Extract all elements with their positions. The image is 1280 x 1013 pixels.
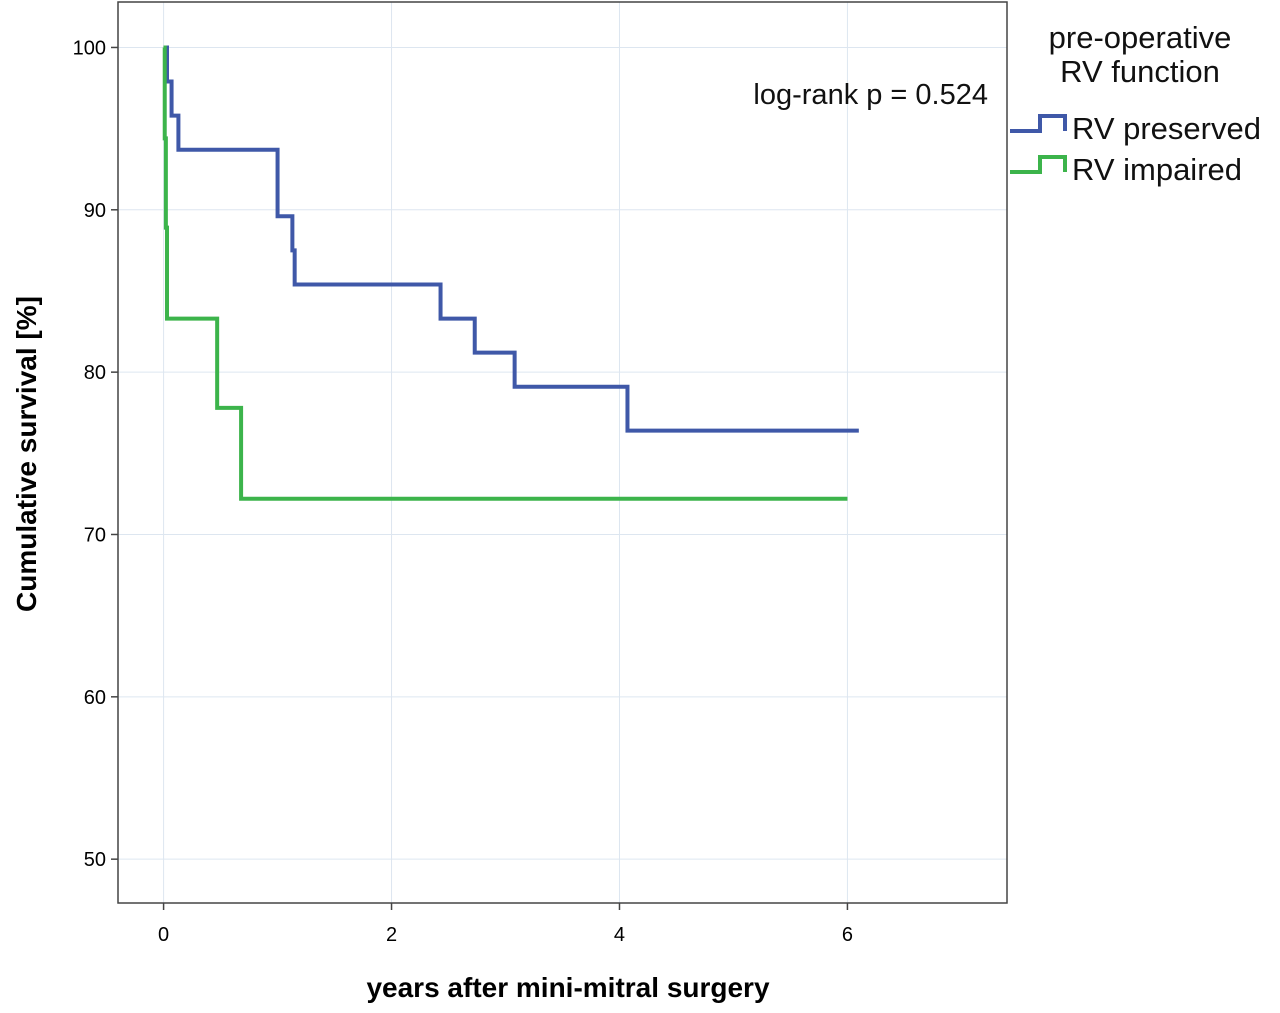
x-tick-label: 2 bbox=[386, 924, 397, 946]
logrank-annotation: log-rank p = 0.524 bbox=[753, 79, 988, 111]
legend-label-rv-impaired: RV impaired bbox=[1072, 152, 1242, 187]
x-axis-title: years after mini-mitral surgery bbox=[366, 972, 769, 1003]
plot-frame bbox=[117, 1, 1008, 904]
grid-lines bbox=[118, 2, 1007, 903]
legend-swatch-rv-preserved bbox=[1010, 114, 1067, 133]
series-line-rv-impaired bbox=[162, 45, 848, 501]
legend-title-line-2: RV function bbox=[1060, 54, 1220, 89]
legend-label-rv-preserved: RV preserved bbox=[1072, 111, 1261, 146]
x-tick-label: 0 bbox=[158, 924, 169, 946]
axis-ticks: 0 2 4 6 50 60 70 80 90 100 bbox=[73, 37, 853, 946]
x-tick-label: 6 bbox=[842, 924, 853, 946]
y-tick-label: 80 bbox=[84, 362, 106, 384]
legend: pre-operative RV function RV preserved R… bbox=[1010, 20, 1261, 187]
y-tick-label: 60 bbox=[84, 687, 106, 709]
y-tick-label: 70 bbox=[84, 524, 106, 546]
legend-title-line-1: pre-operative bbox=[1049, 20, 1232, 55]
y-axis-title: Cumulative survival [%] bbox=[11, 296, 42, 612]
legend-swatch-rv-impaired bbox=[1010, 155, 1067, 174]
x-tick-label: 4 bbox=[614, 924, 625, 946]
y-tick-label: 90 bbox=[84, 200, 106, 222]
y-tick-label: 100 bbox=[73, 37, 106, 59]
series-line-rv-preserved bbox=[163, 45, 859, 433]
survival-curves bbox=[162, 45, 859, 501]
y-tick-label: 50 bbox=[84, 849, 106, 871]
